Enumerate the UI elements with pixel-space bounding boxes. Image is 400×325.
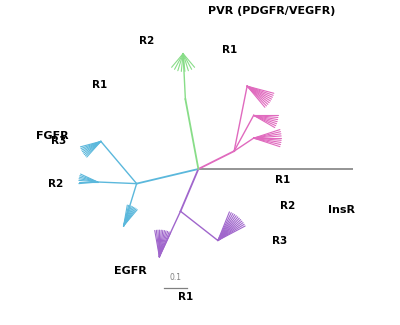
Text: R3: R3 bbox=[51, 136, 66, 146]
Text: R2: R2 bbox=[280, 202, 295, 211]
Text: R1: R1 bbox=[178, 292, 193, 302]
Text: 0.1: 0.1 bbox=[170, 273, 182, 282]
Text: R3: R3 bbox=[272, 236, 287, 245]
Text: R2: R2 bbox=[139, 36, 154, 46]
Text: FGFR: FGFR bbox=[36, 132, 68, 141]
Text: InsR: InsR bbox=[328, 205, 355, 214]
Text: R1: R1 bbox=[222, 46, 237, 55]
Text: R2: R2 bbox=[48, 179, 63, 188]
Text: PVR (PDGFR/VEGFR): PVR (PDGFR/VEGFR) bbox=[208, 6, 335, 16]
Text: R1: R1 bbox=[275, 176, 290, 185]
Text: EGFR: EGFR bbox=[114, 266, 146, 276]
Text: R1: R1 bbox=[92, 80, 107, 89]
